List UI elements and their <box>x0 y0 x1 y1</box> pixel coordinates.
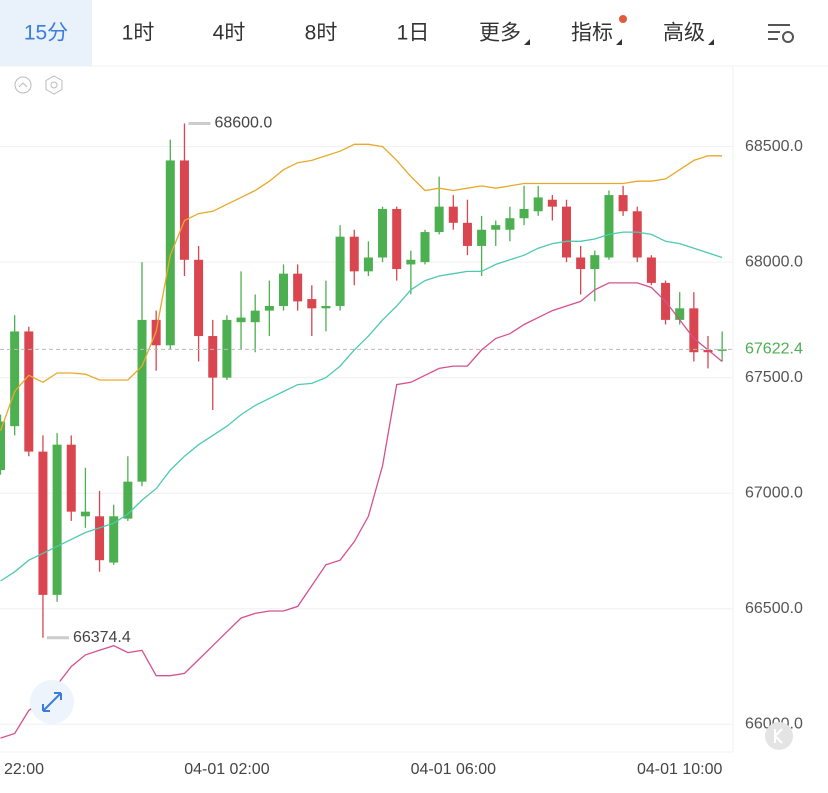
y-tick-label: 66000.0 <box>745 715 803 732</box>
toolbar <box>0 0 828 66</box>
candle-body <box>349 236 359 272</box>
candle-body <box>24 331 34 452</box>
candle-body <box>604 195 614 258</box>
candle-body <box>194 259 204 337</box>
candle-body <box>717 349 727 351</box>
boll-line <box>0 143 723 432</box>
last-price-label: 67622.4 <box>745 341 803 358</box>
tab[interactable]: 更多 <box>479 22 521 45</box>
tab-active-bg <box>0 0 92 66</box>
candle-body <box>477 229 487 246</box>
candle-body <box>646 257 656 283</box>
candle-body <box>378 208 388 258</box>
candle-body <box>562 206 571 258</box>
candle-body <box>420 232 430 263</box>
candle-body <box>675 308 685 320</box>
extreme-label: 66374.4 <box>73 629 131 646</box>
tab[interactable]: 指标 <box>571 22 613 45</box>
x-tick-label: 22:00 <box>4 761 44 778</box>
candle-body <box>236 317 246 323</box>
candle-body <box>505 218 515 230</box>
candle-body <box>293 273 303 302</box>
candle-body <box>533 197 543 212</box>
y-tick-label: 66500.0 <box>745 600 803 617</box>
collapse-arrow <box>18 82 28 88</box>
candle-body <box>618 195 628 212</box>
tab[interactable]: 高级 <box>663 22 705 45</box>
candle-body <box>208 336 218 378</box>
tab[interactable]: 15分 <box>24 22 68 45</box>
candle-body <box>0 421 5 471</box>
tab[interactable]: 1日 <box>397 22 430 45</box>
tab[interactable]: 4时 <box>213 22 246 45</box>
indicator-icon[interactable] <box>45 75 63 95</box>
indicator-icon-dot <box>50 81 58 89</box>
candle-body <box>95 516 105 561</box>
tab-dropdown-mark <box>616 39 622 45</box>
candle-body <box>179 160 189 260</box>
settings-icon[interactable] <box>768 24 794 43</box>
x-tick-label: 04-01 02:00 <box>184 761 270 778</box>
collapse-icon[interactable] <box>14 76 32 94</box>
candle-body <box>448 206 458 223</box>
tab-dropdown-mark <box>708 39 714 45</box>
candle-body <box>279 273 288 307</box>
candle-body <box>165 160 175 346</box>
candle-body <box>307 299 317 309</box>
tab[interactable]: 1时 <box>122 22 155 45</box>
y-tick-label: 68500.0 <box>745 138 803 155</box>
candle-body <box>363 257 373 272</box>
candle-body <box>123 481 133 519</box>
candle-body <box>109 516 119 563</box>
candle-body <box>434 206 444 233</box>
y-tick-label: 67000.0 <box>745 484 803 501</box>
candle-body <box>38 451 48 595</box>
tab-badge <box>619 15 627 23</box>
candle-body <box>576 257 586 270</box>
boll-line <box>0 282 723 739</box>
candle-body <box>703 349 713 353</box>
boll-line <box>0 231 723 582</box>
candle-body <box>10 331 20 427</box>
extreme-label: 68600.0 <box>214 115 272 132</box>
candle-body <box>547 199 557 207</box>
candle-body <box>264 306 274 311</box>
candle-body <box>52 444 62 595</box>
y-tick-label: 68000.0 <box>745 253 803 270</box>
x-tick-label: 04-01 10:00 <box>637 761 723 778</box>
tab[interactable]: 8时 <box>305 22 338 45</box>
candle-body <box>80 511 90 517</box>
x-tick-label: 04-01 06:00 <box>411 761 497 778</box>
tab-dropdown-mark <box>524 39 530 45</box>
candle-body <box>491 225 501 230</box>
candle-body <box>66 444 76 512</box>
candle-body <box>321 306 331 309</box>
candle-body <box>335 236 345 307</box>
candle-body <box>406 259 416 265</box>
candle-body <box>519 208 529 219</box>
candle-body <box>462 222 472 246</box>
candle-body <box>137 319 147 482</box>
candle-body <box>222 319 232 378</box>
candle-body <box>689 308 699 353</box>
candle-body <box>250 310 260 323</box>
candle-body <box>590 255 600 270</box>
y-tick-label: 67500.0 <box>745 369 803 386</box>
candle-body <box>632 211 642 258</box>
candle-body <box>392 208 402 270</box>
